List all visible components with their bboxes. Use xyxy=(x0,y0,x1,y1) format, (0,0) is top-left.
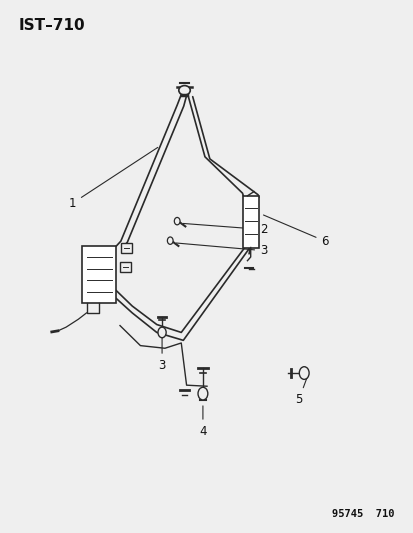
Circle shape xyxy=(299,367,309,379)
Ellipse shape xyxy=(178,86,190,95)
Circle shape xyxy=(158,327,166,338)
Text: 95745  710: 95745 710 xyxy=(332,508,394,519)
Text: 3: 3 xyxy=(158,329,165,372)
Text: 6: 6 xyxy=(263,215,328,248)
FancyBboxPatch shape xyxy=(121,243,132,253)
Text: 5: 5 xyxy=(294,377,306,406)
Circle shape xyxy=(174,217,180,225)
FancyBboxPatch shape xyxy=(242,196,258,247)
FancyBboxPatch shape xyxy=(120,262,131,272)
Text: 3: 3 xyxy=(176,243,267,257)
Text: 1: 1 xyxy=(69,148,157,209)
FancyBboxPatch shape xyxy=(82,246,116,303)
Circle shape xyxy=(197,387,207,400)
Text: 4: 4 xyxy=(199,406,206,438)
Text: 2: 2 xyxy=(183,223,267,236)
Text: IST–710: IST–710 xyxy=(19,18,85,33)
Circle shape xyxy=(167,237,173,244)
